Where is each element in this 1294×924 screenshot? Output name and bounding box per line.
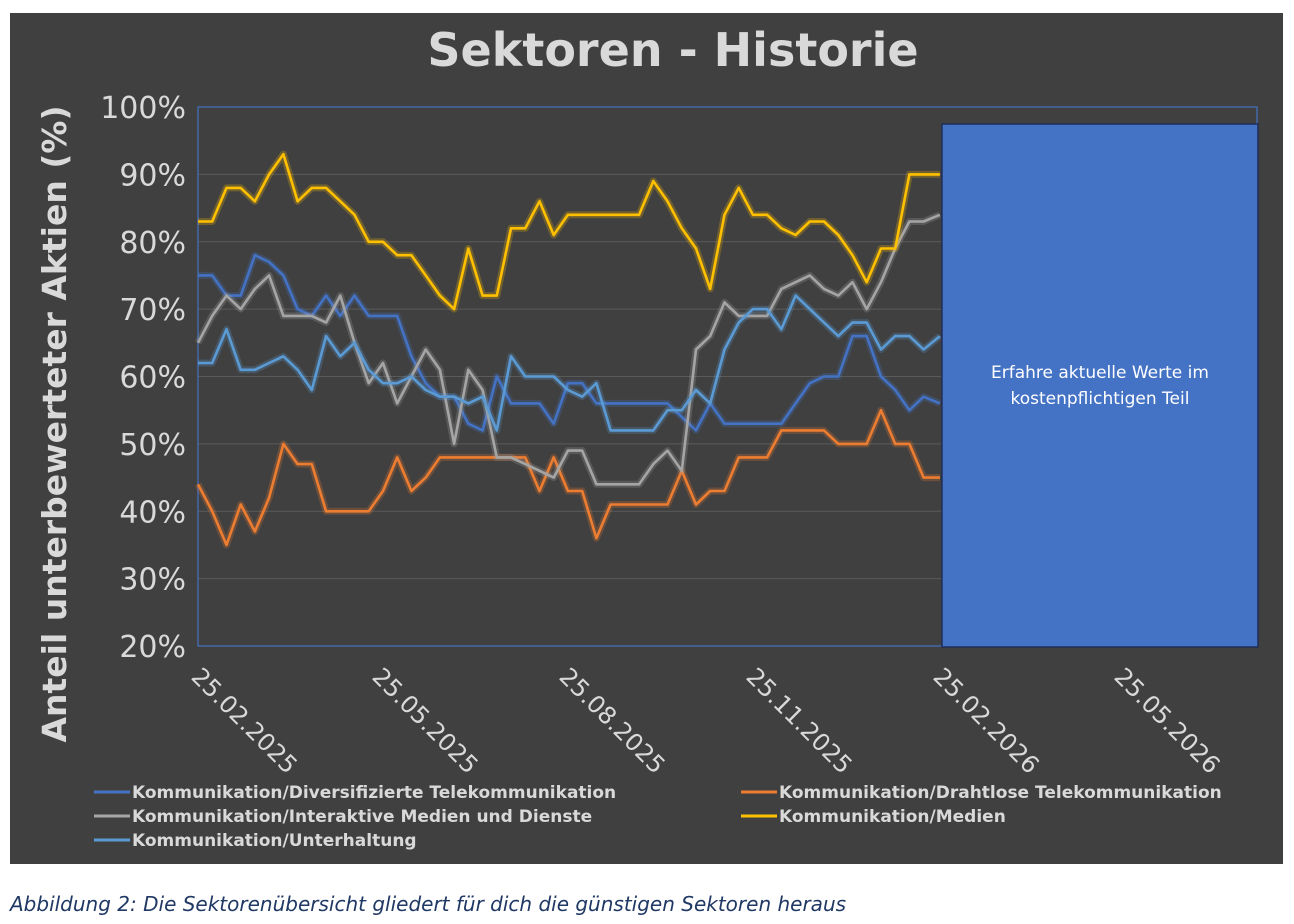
paywall-box — [941, 123, 1259, 648]
y-axis-label: Anteil unterbewerteter Aktien (%) — [35, 105, 74, 742]
series-line-1 — [198, 253, 941, 432]
y-tick-label: 60% — [119, 361, 186, 396]
legend-label: Kommunikation/Medien — [779, 807, 1006, 827]
y-tick-label: 20% — [119, 630, 186, 665]
x-tick-label: 25.11.2025 — [741, 662, 858, 779]
x-tick-label: 25.02.2025 — [186, 662, 303, 779]
series-line-3 — [196, 213, 941, 486]
legend-label: Kommunikation/Diversifizierte Telekommun… — [132, 783, 616, 803]
legend-label: Kommunikation/Drahtlose Telekommunikatio… — [779, 783, 1222, 803]
y-tick-label: 90% — [119, 158, 186, 193]
x-tick-labels: 25.02.2025 25.05.2025 25.08.2025 25.11.2025… — [186, 662, 1226, 779]
x-tick-label: 25.02.2026 — [928, 662, 1045, 779]
legend: Kommunikation/Diversifizierte Telekommun… — [94, 783, 1222, 851]
paywall-text: Erfahre aktuelle Werte im kostenpflichtig… — [991, 363, 1209, 409]
y-tick-label: 40% — [119, 495, 186, 530]
series-glow-4 — [198, 150, 940, 313]
y-tick-label: 50% — [119, 428, 186, 463]
y-tick-labels: 20% 30% 40% 50% 60% 70% 80% 90% 100% — [100, 91, 186, 665]
paywall-overlay: Erfahre aktuelle Werte im kostenpflichtig… — [941, 123, 1259, 648]
x-tick-label: 25.08.2025 — [554, 662, 671, 779]
legend-label: Kommunikation/Unterhaltung — [132, 831, 417, 851]
line-chart: Sektoren - Historie Anteil unterbewertet… — [35, 23, 1259, 851]
x-tick-label: 25.05.2026 — [1109, 662, 1226, 779]
y-tick-label: 80% — [119, 226, 186, 261]
series-glow-1 — [198, 251, 942, 434]
y-tick-label: 30% — [119, 563, 186, 598]
series-line-2 — [196, 408, 940, 547]
x-tick-label: 25.05.2025 — [367, 662, 484, 779]
y-tick-label: 70% — [119, 293, 186, 328]
series-line-5 — [198, 294, 941, 432]
chart-panel: Sektoren - Historie Anteil unterbewertet… — [10, 13, 1283, 864]
series-glow-2 — [194, 406, 940, 549]
legend-label: Kommunikation/Interaktive Medien und Die… — [132, 807, 592, 827]
series-line-4 — [198, 152, 940, 311]
figure-caption: Abbildung 2: Die Sektorenübersicht glied… — [10, 892, 847, 916]
series-lines — [194, 150, 943, 549]
y-tick-label: 100% — [100, 91, 186, 126]
chart-title: Sektoren - Historie — [427, 23, 918, 77]
